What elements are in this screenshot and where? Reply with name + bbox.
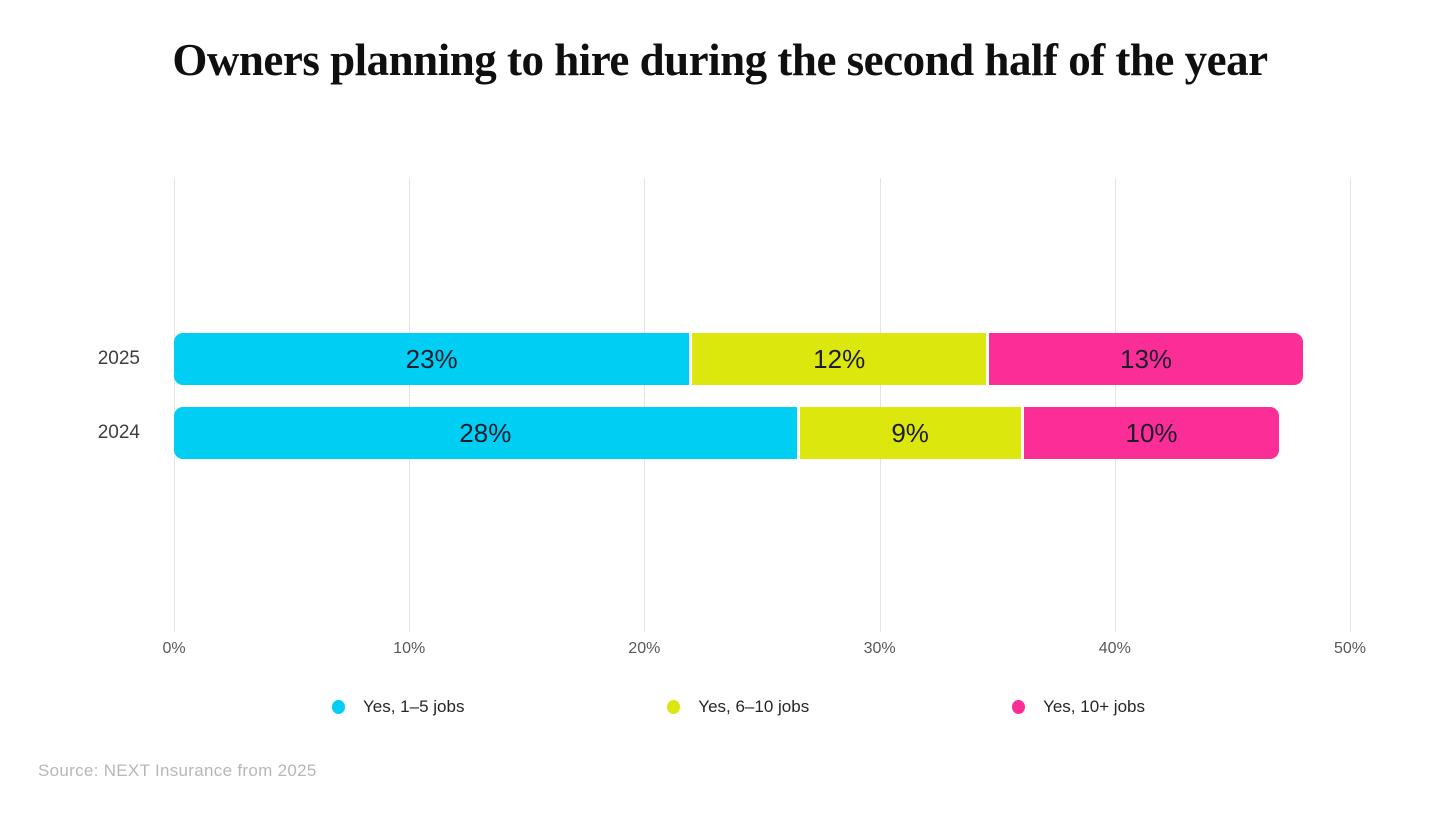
bar-row: 2025 23% 12% 13% [98,333,1350,385]
legend-item: Yes, 1–5 jobs [332,697,464,717]
category-label: 2025 [97,348,140,369]
category-label: 2024 [97,422,140,443]
bar-segment: 13% [989,333,1303,385]
bar-row: 2024 28% 9% 10% [98,407,1350,459]
legend-dot-icon [1012,700,1026,714]
x-tick-label: 50% [1333,640,1367,657]
gridline [1350,178,1351,632]
legend-label: Yes, 1–5 jobs [363,697,465,716]
gridline [1114,178,1116,632]
x-tick-label: 20% [628,640,661,657]
legend-label: Yes, 10+ jobs [1043,697,1145,716]
legend-item: Yes, 10+ jobs [1012,697,1145,717]
plot-area: 0% 10% 20% 30% 40% 50% 2025 23% 12% 13% 2024 28% 9% 1… [98,178,1366,657]
bar-value-label: 28% [459,417,512,448]
bar-segment: 10% [1023,407,1280,459]
stacked-bar: 23% 12% 13% [174,333,1303,385]
legend-dot-icon [667,700,681,714]
x-tick-label: 10% [393,640,426,657]
bar-value-label: 13% [1119,343,1173,374]
legend-dot-icon [332,700,345,714]
stacked-bar: 28% 9% 10% [174,407,1280,459]
bar-segment: 28% [174,407,797,459]
legend: Yes, 1–5 jobs Yes, 6–10 jobs Yes, 10+ jobs [332,697,1145,717]
legend-item: Yes, 6–10 jobs [667,697,809,717]
x-tick-label: 30% [863,640,896,657]
bar-value-label: 9% [891,417,929,448]
x-tick-label: 40% [1098,640,1131,657]
bar-segment: 23% [174,333,690,385]
gridline [879,178,881,632]
source-note: Source: NEXT Insurance from 2025 [38,761,317,780]
legend-label: Yes, 6–10 jobs [698,697,810,716]
bar-value-label: 10% [1125,417,1178,448]
bar-value-label: 23% [405,343,458,374]
gridline [174,178,175,632]
bar-segment: 12% [692,333,987,385]
bar-value-label: 12% [813,343,866,374]
gridline [409,178,411,632]
gridline [644,178,646,632]
bar-segment: 9% [799,407,1021,459]
chart-title: Owners planning to hire during the secon… [172,35,1268,85]
x-tick-label: 0% [162,640,186,657]
